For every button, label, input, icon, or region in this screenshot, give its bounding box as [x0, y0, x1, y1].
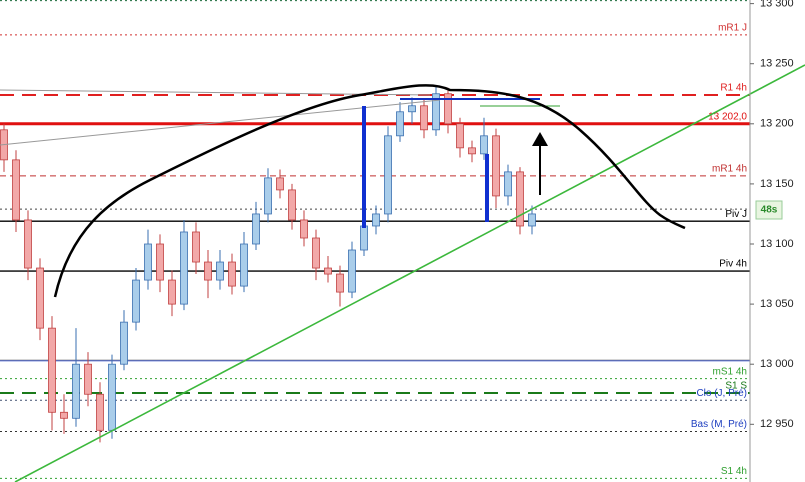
candle-body: [240, 243, 248, 287]
candle-body: [48, 327, 56, 413]
candle-body: [384, 135, 392, 215]
candle-body: [252, 213, 260, 245]
y-tick-label: 13 100: [760, 238, 794, 250]
candle-body: [96, 393, 104, 431]
level-label: mR1 J: [718, 22, 747, 33]
y-tick-label: 13 200: [760, 118, 794, 130]
candle-body: [192, 231, 200, 263]
candle-body: [528, 213, 536, 227]
level-label: S1 S: [725, 381, 747, 392]
candle-body: [420, 105, 428, 131]
candle-body: [84, 363, 92, 395]
candle-body: [444, 93, 452, 125]
level-label: S1 4h: [721, 466, 747, 477]
candle-body: [108, 363, 116, 431]
candle-body: [492, 135, 500, 197]
candle-body: [120, 321, 128, 365]
candle-body: [180, 231, 188, 305]
candle-body: [204, 261, 212, 281]
blue-bar: [485, 154, 489, 222]
candle-body: [228, 261, 236, 287]
drawing-line: [0, 99, 441, 146]
y-axis: 12 950 13 000 13 050 13 100 13 150 13 200 13 2…: [750, 0, 794, 430]
arrow-head: [532, 132, 548, 146]
candle-body: [336, 273, 344, 293]
y-tick-label: 13 050: [760, 298, 794, 310]
candles: [0, 85, 536, 443]
level-label: Piv 4h: [719, 259, 747, 270]
level-label: R1 4h: [720, 83, 747, 94]
candle-body: [216, 261, 224, 281]
candle-body: [300, 219, 308, 239]
candle-body: [264, 177, 272, 215]
level-label: mS1 4h: [713, 366, 747, 377]
candle-body: [468, 147, 476, 155]
candle-body: [432, 93, 440, 131]
blue-bar: [362, 106, 366, 228]
candle-body: [516, 171, 524, 227]
candle-body: [144, 243, 152, 281]
candle-body: [12, 159, 20, 221]
candle-body: [156, 243, 164, 281]
level-label: Bas (M, Pré): [691, 419, 747, 430]
candle-body: [360, 225, 368, 251]
trend-line: [14, 64, 805, 482]
y-tick-label: 13 250: [760, 58, 794, 70]
candle-body: [312, 237, 320, 269]
y-tick-label: 13 300: [760, 0, 794, 10]
level-label: 13 202,0: [708, 111, 747, 122]
candle-body: [72, 363, 80, 419]
candle-body: [372, 213, 380, 227]
candle-body: [480, 135, 488, 155]
candle-body: [24, 219, 32, 269]
candle-body: [60, 411, 68, 419]
y-tick-label: 13 000: [760, 358, 794, 370]
candle-body: [36, 267, 44, 329]
arc-drawing: [53, 84, 686, 298]
level-label: Clo (J, Pré): [696, 388, 747, 399]
candle-body: [132, 279, 140, 323]
candle-body: [408, 105, 416, 113]
candle-body: [348, 249, 356, 293]
candle-body: [456, 123, 464, 149]
candle-body: [288, 189, 296, 221]
level-label: mR1 4h: [712, 163, 747, 174]
timer-box: [755, 200, 783, 220]
y-tick-label: 12 950: [760, 418, 794, 430]
candle-body: [276, 177, 284, 191]
candle-body: [504, 171, 512, 197]
y-tick-label: 13 150: [760, 178, 794, 190]
candle-body: [168, 279, 176, 305]
level-label: Piv J: [725, 209, 747, 220]
candle-body: [324, 267, 332, 275]
timer: 48s: [761, 205, 778, 216]
candle-body: [396, 111, 404, 137]
